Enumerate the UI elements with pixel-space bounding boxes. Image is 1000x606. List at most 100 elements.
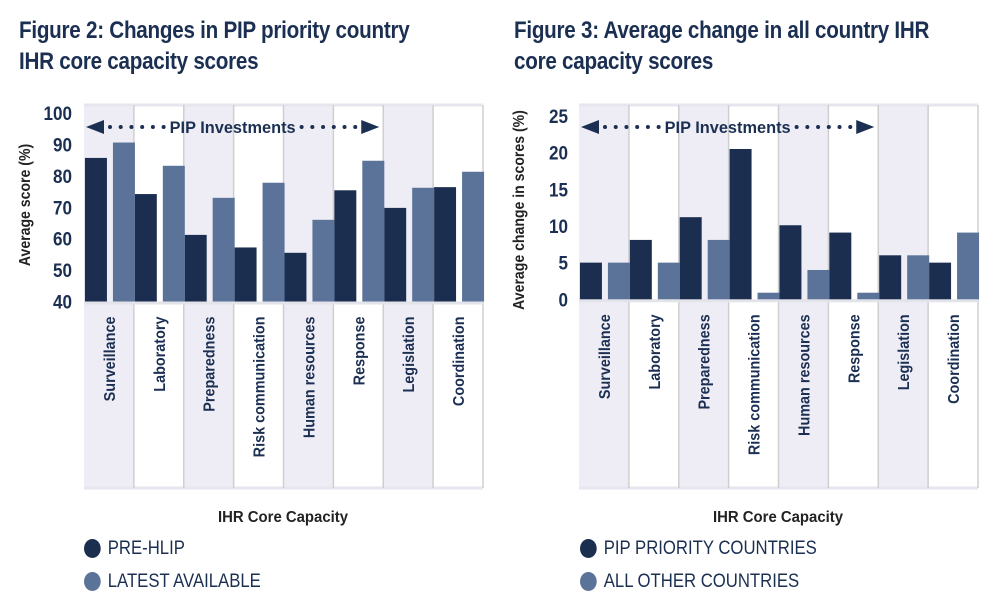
legend-item-pip-priority-countries: PIP PRIORITY COUNTRIES (580, 532, 817, 565)
annotation-dot (129, 125, 134, 129)
figure-2-chart: 40 50 60 70 80 90 100 Average score (%) Surveill… (16, 103, 485, 526)
bar-pip-priority-countries-legislation (879, 255, 902, 300)
bar-latest-available-response (362, 160, 385, 302)
y-tick-label: 10 (549, 217, 568, 238)
annotation-dot (331, 125, 336, 129)
legend-dot-dark (84, 539, 101, 558)
bar-pre-hlip-response (334, 190, 357, 302)
y-axis-label: Average score (%) (16, 144, 34, 266)
bar-latest-available-preparedness (212, 197, 235, 302)
annotation-arrow-right-icon (361, 120, 380, 134)
annotation-arrow-left-icon (581, 120, 599, 134)
figure-2-legend: PRE-HLIP LATEST AVAILABLE (84, 532, 285, 598)
bar-latest-available-laboratory (162, 165, 185, 302)
bar-all-other-countries-preparedness (707, 239, 730, 300)
figure-3-title: Figure 3: Average change in all country … (514, 15, 929, 77)
y-axis-label: Average change in scores (%) (510, 110, 528, 310)
legend-label: PRE-HLIP (107, 537, 185, 559)
bar-all-other-countries-human-resources (807, 269, 830, 300)
bar-pre-hlip-coordination (434, 187, 457, 302)
figure-3-chart: 0 5 10 15 20 25 Average change in scores (%) Su… (510, 103, 980, 526)
x-tick-label-laboratory: Laboratory (151, 316, 169, 392)
annotation-dot (656, 125, 661, 129)
bar-pip-priority-countries-surveillance (579, 262, 602, 300)
y-tick-label: 20 (549, 144, 568, 165)
bar-pre-hlip-laboratory (134, 194, 157, 302)
bar-latest-available-legislation (412, 187, 435, 302)
bar-latest-available-coordination (462, 171, 485, 302)
x-tick-label-surveillance: Surveillance (101, 317, 119, 402)
y-tick-label: 70 (53, 198, 72, 219)
annotation-dot (805, 125, 810, 129)
annotation-dot (108, 125, 112, 129)
bar-pip-priority-countries-preparedness (679, 217, 702, 300)
annotation-dot (635, 125, 640, 129)
bar-latest-available-risk-communication (262, 182, 285, 302)
legend-item-latest-available: LATEST AVAILABLE (84, 565, 261, 598)
annotation-dot (161, 125, 166, 129)
y-tick-label: 100 (44, 104, 73, 125)
annotation-dot (645, 125, 650, 129)
annotation-label: PIP Investments (665, 118, 791, 137)
bar-all-other-countries-surveillance (607, 262, 630, 300)
annotation-dot (118, 125, 123, 129)
bar-all-other-countries-laboratory (657, 262, 680, 300)
bar-pip-priority-countries-human-resources (779, 225, 802, 300)
annotation-dot (353, 125, 358, 129)
x-tick-label-legislation: Legislation (401, 317, 419, 393)
figure-2-title-line-1: Figure 2: Changes in PIP priority countr… (19, 17, 410, 44)
x-axis-label: IHR Core Capacity (713, 509, 843, 526)
x-tick-label-legislation: Legislation (896, 314, 914, 390)
x-tick-label-surveillance: Surveillance (596, 314, 614, 399)
annotation-dot (816, 125, 821, 129)
y-tick-label: 15 (549, 180, 568, 201)
figure-2-title-line-2: IHR core capacity scores (19, 48, 259, 75)
bar-latest-available-surveillance (112, 142, 135, 302)
x-tick-label-response: Response (351, 317, 369, 386)
x-tick-label-preparedness: Preparedness (696, 314, 714, 409)
annotation-dot (624, 125, 629, 129)
bar-pip-priority-countries-laboratory (629, 239, 652, 300)
x-tick-label-response: Response (846, 314, 864, 383)
bar-pre-hlip-risk-communication (234, 247, 257, 302)
bar-all-other-countries-coordination (957, 232, 980, 300)
legend-item-all-other-countries: ALL OTHER COUNTRIES (580, 565, 817, 598)
x-tick-label-human-resources: Human resources (301, 317, 319, 439)
annotation-dot (299, 125, 304, 129)
x-tick-label-coordination: Coordination (450, 317, 468, 407)
annotation-dot (613, 125, 618, 129)
legend-label: LATEST AVAILABLE (107, 570, 261, 592)
legend-dot-light (580, 572, 597, 591)
y-tick-label: 5 (559, 254, 569, 275)
y-tick-label: 0 (559, 290, 569, 311)
figure-2-title: Figure 2: Changes in PIP priority countr… (19, 15, 410, 77)
bar-all-other-countries-risk-communication (757, 292, 780, 300)
annotation-arrow-right-icon (856, 120, 875, 134)
annotation-dot (321, 125, 326, 129)
annotation-dot (826, 125, 831, 129)
x-tick-label-human-resources: Human resources (796, 314, 814, 436)
bar-pre-hlip-human-resources (284, 252, 307, 302)
bar-all-other-countries-response (857, 292, 880, 300)
y-tick-label: 40 (53, 293, 72, 314)
y-tick-label: 25 (549, 107, 568, 128)
legend-item-pre-hlip: PRE-HLIP (84, 532, 261, 565)
annotation-dot (310, 125, 315, 129)
y-tick-label: 50 (53, 261, 72, 282)
legend-dot-light (84, 572, 101, 591)
legend-label: PIP PRIORITY COUNTRIES (603, 537, 817, 559)
bar-pre-hlip-preparedness (184, 234, 207, 302)
x-axis-label: IHR Core Capacity (218, 509, 348, 526)
bar-all-other-countries-legislation (907, 255, 930, 300)
bar-pip-priority-countries-risk-communication (729, 148, 752, 300)
x-tick-label-risk-communication: Risk communication (251, 317, 269, 458)
y-tick-label: 60 (53, 230, 72, 251)
bar-pip-priority-countries-coordination (929, 262, 952, 300)
y-tick-label: 80 (53, 167, 72, 188)
bar-pre-hlip-surveillance (84, 157, 107, 302)
bar-pip-priority-countries-response (829, 232, 852, 300)
x-tick-label-risk-communication: Risk communication (746, 314, 764, 455)
annotation-label: PIP Investments (170, 118, 296, 137)
legend-label: ALL OTHER COUNTRIES (603, 570, 800, 592)
